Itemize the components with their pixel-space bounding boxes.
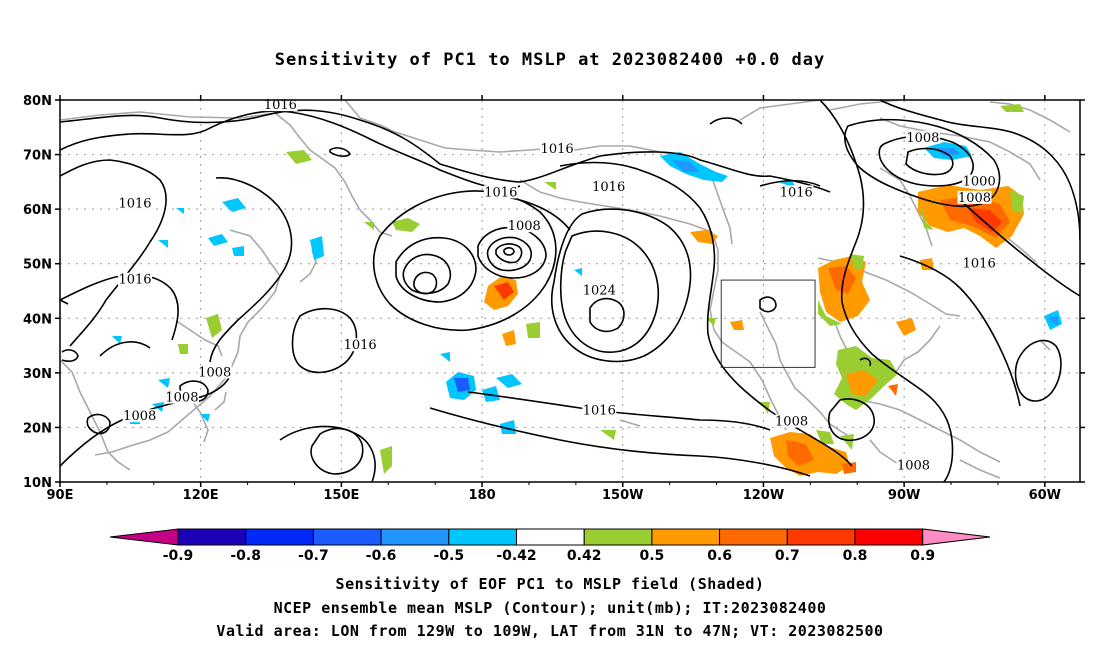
colorbar-label: 0.6 — [707, 548, 732, 564]
contour-label-bg — [164, 390, 199, 404]
contour-label: 1016 — [583, 404, 616, 419]
lat-label: 20N — [23, 421, 52, 436]
colorbar-label: -0.9 — [163, 548, 194, 564]
lon-label: 120E — [183, 488, 219, 503]
colorbar-swatch — [448, 528, 517, 546]
lat-label: 60N — [23, 203, 52, 218]
contour-label: 1016 — [592, 180, 625, 195]
contour-label-bg — [905, 130, 940, 144]
contour-label: 1008 — [508, 219, 541, 234]
contour-label: 1008 — [123, 409, 156, 424]
lon-label: 150E — [323, 488, 359, 503]
lon-label: 60W — [1029, 488, 1061, 503]
sensitivity-shading — [112, 104, 1062, 476]
caption-line-2: NCEP ensemble mean MSLP (Contour); unit(… — [273, 599, 827, 617]
contour-label: 1016 — [780, 185, 813, 200]
lon-label: 90E — [47, 488, 74, 503]
contour-label: 1016 — [344, 338, 377, 353]
contour-label: 1016 — [963, 256, 996, 271]
contour-label-bg — [774, 414, 809, 428]
lon-label: 150W — [602, 488, 643, 503]
contour-label: 1000 — [963, 174, 996, 189]
caption-line-3: Valid area: LON from 129W to 109W, LAT f… — [216, 622, 884, 640]
contour-label: 1016 — [118, 273, 151, 288]
contour-label: 1016 — [484, 185, 517, 200]
colorbar-label: -0.8 — [230, 548, 261, 564]
colorbar-swatch — [583, 528, 653, 546]
lat-label: 70N — [23, 149, 52, 164]
colorbar-swatch — [245, 528, 314, 546]
colorbar-label: -0.5 — [433, 548, 464, 564]
contour-label-bg — [957, 190, 992, 204]
colorbar-swatch — [312, 528, 382, 546]
map-title: Sensitivity of PC1 to MSLP at 2023082400… — [274, 50, 826, 70]
caption-line-1: Sensitivity of EOF PC1 to MSLP field (Sh… — [335, 575, 765, 593]
colorbar-label: -0.7 — [298, 548, 329, 564]
colorbar: -0.9 -0.8 -0.7 -0.6 -0.5 -0.42 0.42 0.5 0.6 0.7 0.… — [109, 528, 991, 564]
contour-label-bg — [122, 409, 157, 423]
contour-label-bg — [507, 219, 542, 233]
contour-label-bg — [896, 458, 931, 472]
colorbar-label: -0.6 — [366, 548, 397, 564]
contour-label-bg — [118, 272, 153, 286]
colorbar-label: 0.7 — [775, 548, 800, 564]
colorbar-label: 0.8 — [843, 548, 868, 564]
colorbar-swatch — [177, 528, 247, 546]
lon-label: 90W — [888, 488, 920, 503]
contour-label-bg — [197, 365, 232, 379]
contour-label: 1008 — [165, 391, 198, 406]
contour-label-bg — [962, 174, 997, 188]
lat-label: 10N — [23, 476, 52, 491]
colorbar-swatch — [651, 528, 721, 546]
contour-label: 1024 — [583, 284, 616, 299]
contour-label-bg — [483, 185, 518, 199]
colorbar-label: 0.5 — [639, 548, 664, 564]
lat-label: 80N — [23, 94, 52, 109]
contour-label: 1008 — [198, 365, 231, 380]
colorbar-high-arrow — [922, 528, 991, 546]
colorbar-label: 0.42 — [567, 548, 602, 564]
contour-label: 1008 — [906, 131, 939, 146]
contour-label: 1008 — [958, 191, 991, 206]
contour-label: 1016 — [541, 142, 574, 157]
contour-label-bg — [591, 179, 626, 193]
lon-label: 120W — [743, 488, 784, 503]
grid-lines — [60, 100, 1080, 482]
contour-label: 1008 — [775, 415, 808, 430]
contour-label-bg — [962, 256, 997, 270]
colorbar-swatch — [719, 528, 788, 546]
colorbar-low-arrow — [109, 528, 179, 546]
mslp-contours — [60, 100, 1080, 482]
contour-label-bg — [582, 283, 617, 297]
contour-label: 1016 — [118, 196, 151, 211]
contour-label-bg — [779, 185, 814, 199]
lat-label: 50N — [23, 258, 52, 273]
contour-label-bg — [343, 338, 378, 352]
lat-label: 30N — [23, 367, 52, 382]
colorbar-swatch — [516, 528, 585, 546]
colorbar-swatch — [854, 528, 924, 546]
colorbar-swatch — [380, 528, 450, 546]
contour-label: 1016 — [264, 98, 297, 113]
contour-label-bg — [582, 403, 617, 417]
lon-label: 180 — [468, 488, 495, 503]
lat-label: 40N — [23, 312, 52, 327]
colorbar-label: 0.9 — [910, 548, 935, 564]
contour-label: 1008 — [897, 458, 930, 473]
contour-label-bg — [263, 98, 298, 112]
contour-label-group: 1016 1016 1016 1016 1008 1016 1016 1024 1016 1008… — [118, 98, 997, 473]
contour-label-bg — [540, 141, 575, 155]
colorbar-label: -0.42 — [496, 548, 536, 564]
contour-label-bg — [118, 196, 153, 210]
valid-area-box — [720, 279, 816, 368]
colorbar-swatch — [786, 528, 856, 546]
plot-frame — [59, 99, 1081, 483]
